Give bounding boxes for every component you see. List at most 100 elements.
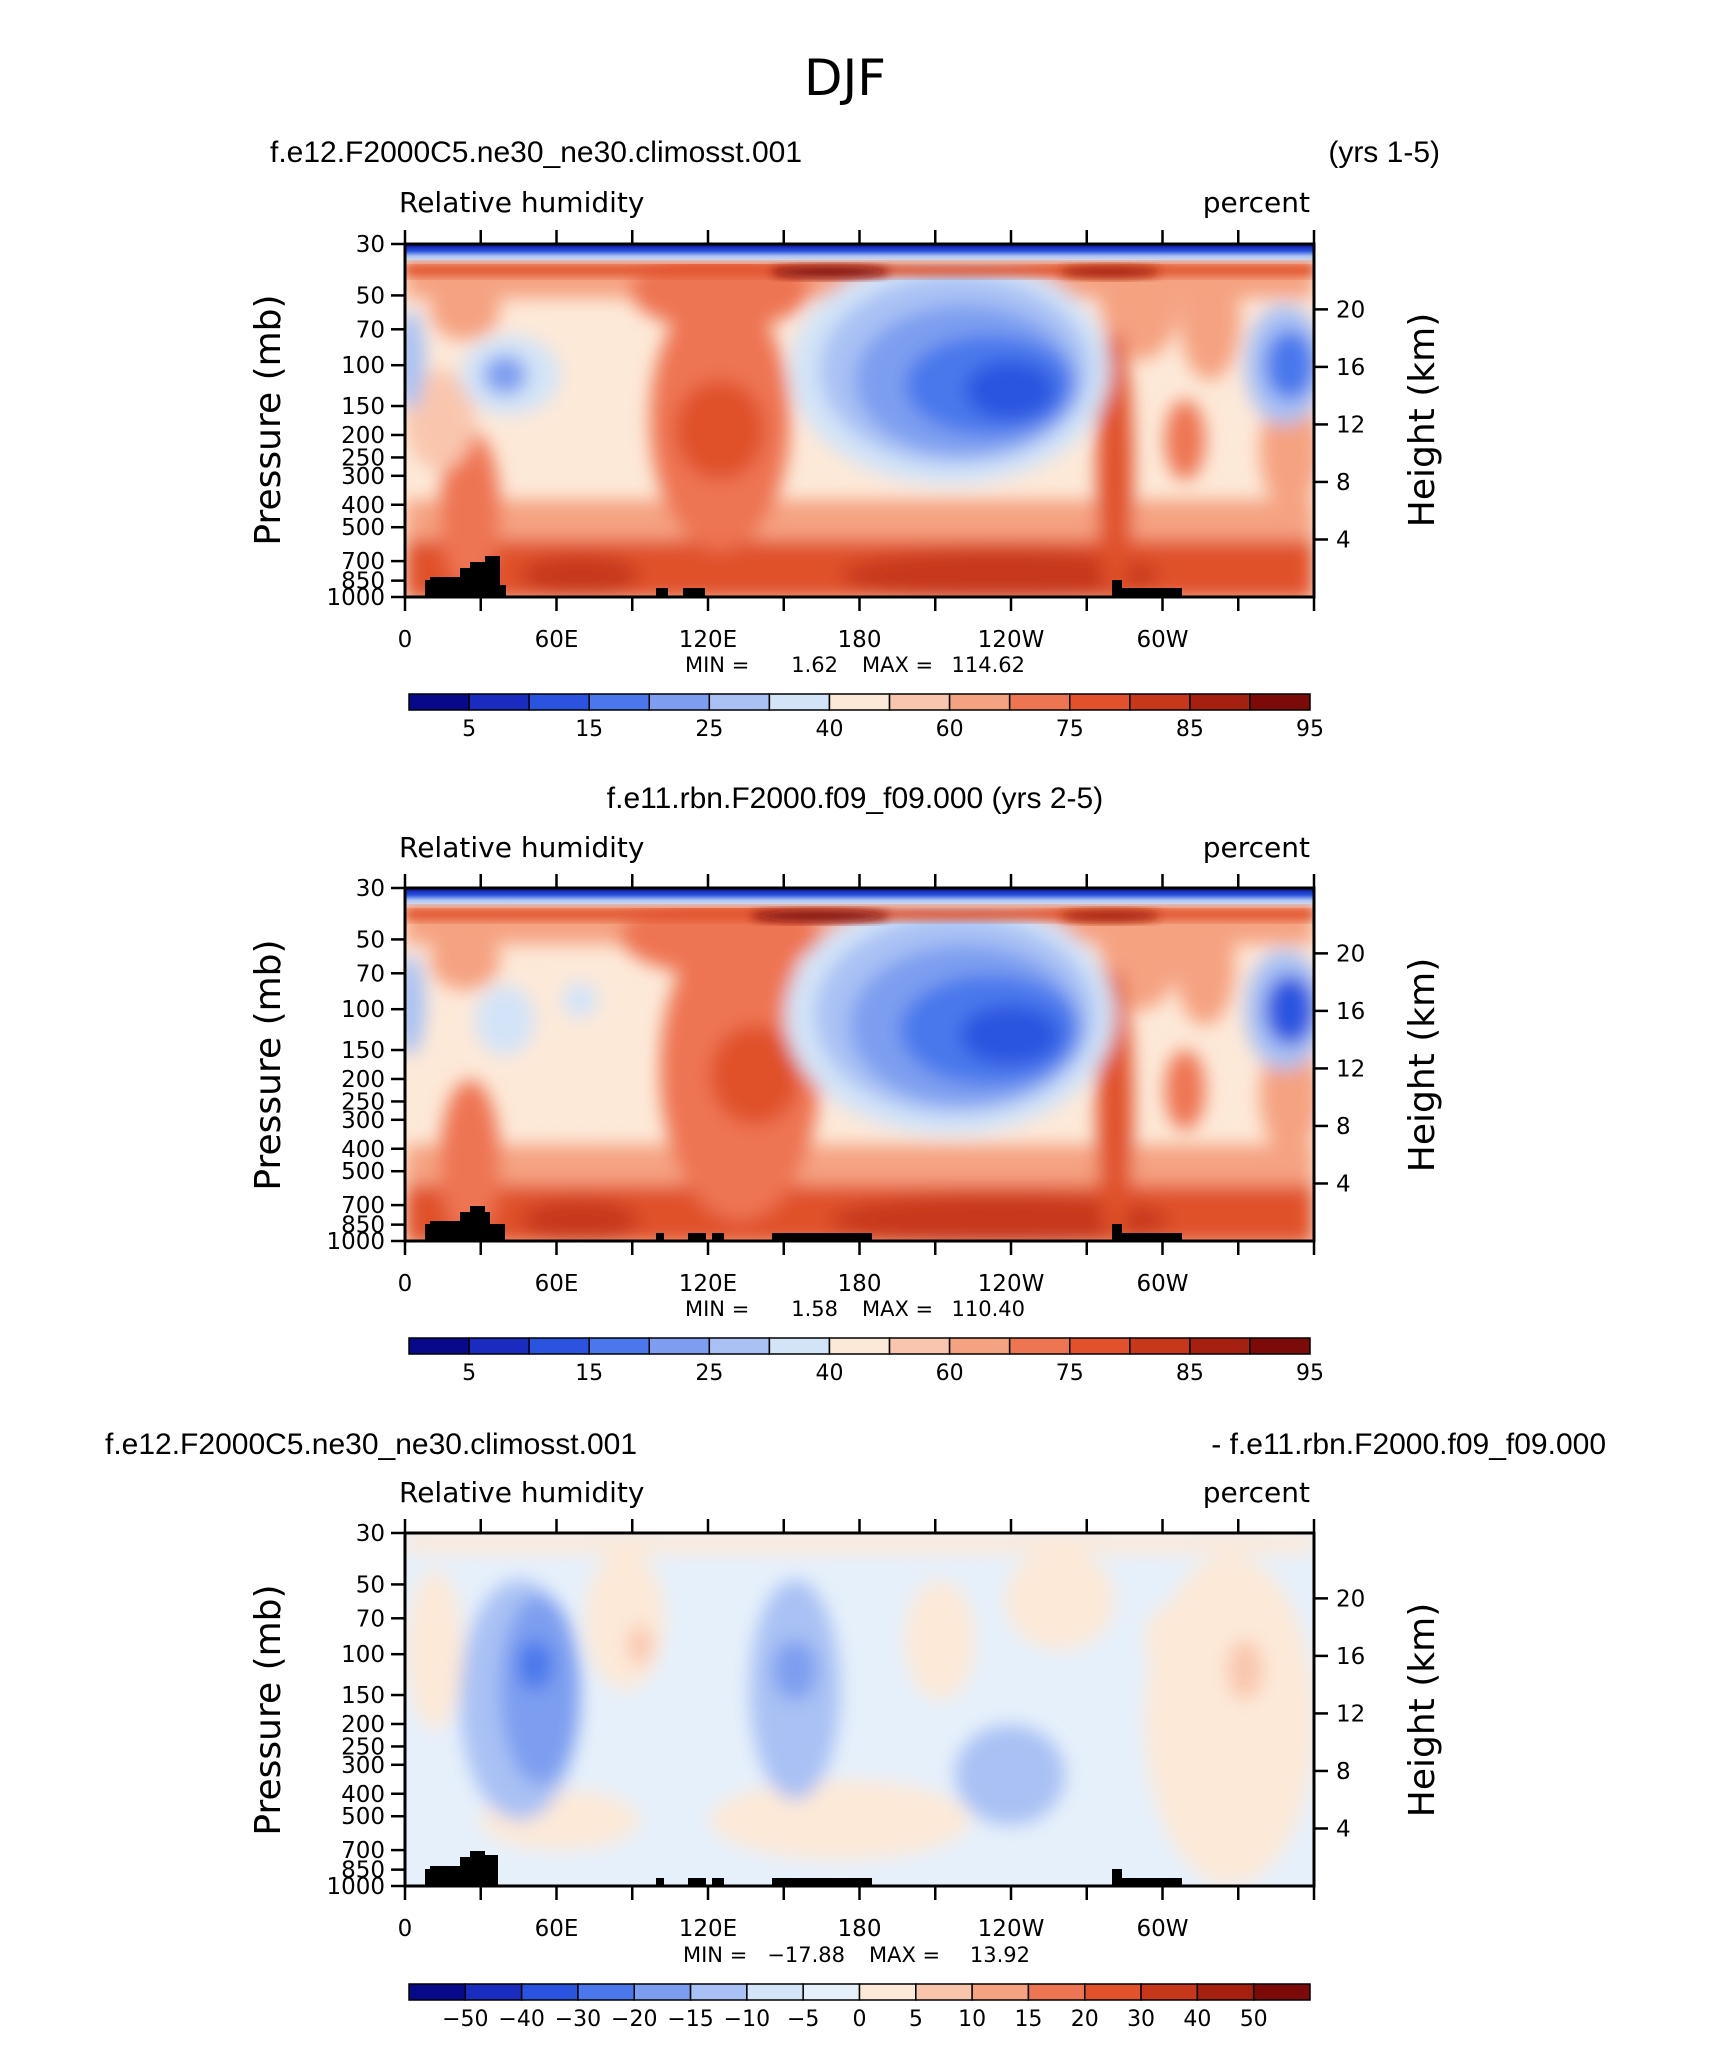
colorbar-label: −30 <box>555 2007 601 2032</box>
colorbar-label: 5 <box>462 1361 476 1386</box>
lon-tick-label: 60W <box>1136 1916 1188 1942</box>
colorbar-swatch <box>1189 693 1251 711</box>
pressure-tick-label: 300 <box>341 1108 385 1134</box>
panel-3-ylabel-right: Height (km) <box>1402 1603 1443 1817</box>
pressure-tick-label: 500 <box>341 1804 385 1830</box>
colorbar-label: 0 <box>853 2007 867 2032</box>
colorbar-swatch <box>408 1337 470 1355</box>
pressure-tick-label: 50 <box>356 283 385 309</box>
colorbar-swatch <box>1129 693 1191 711</box>
figure-title: DJF <box>804 49 886 107</box>
panel-1-case-left: f.e12.F2000C5.ne30_ne30.climosst.001 <box>270 136 802 169</box>
pressure-tick-label: 700 <box>341 1838 385 1864</box>
colorbar-swatch <box>1140 1983 1199 2001</box>
lon-tick-label: 180 <box>838 1271 882 1297</box>
lon-tick-label: 60E <box>535 1271 579 1297</box>
height-tick-label: 16 <box>1336 999 1365 1025</box>
panel-1-case-right: (yrs 1-5) <box>1328 136 1440 169</box>
pressure-tick-label: 700 <box>341 549 385 575</box>
colorbar-label: 95 <box>1296 717 1324 742</box>
pressure-tick-label: 500 <box>341 515 385 541</box>
pressure-tick-label: 300 <box>341 1753 385 1779</box>
colorbar-label: −40 <box>498 2007 544 2032</box>
panel-3-units: percent <box>1203 1476 1310 1509</box>
pressure-tick-label: 200 <box>341 1067 385 1093</box>
pressure-tick-label: 200 <box>341 423 385 449</box>
colorbar-swatch <box>588 1337 651 1355</box>
pressure-tick-label: 70 <box>356 961 385 987</box>
pressure-tick-label: 30 <box>356 232 385 258</box>
pressure-tick-label: 70 <box>356 1606 385 1632</box>
colorbar-label: −15 <box>667 2007 713 2032</box>
colorbar-swatch <box>1008 693 1071 711</box>
colorbar-swatch <box>588 693 651 711</box>
lon-tick-label: 180 <box>838 1916 882 1942</box>
pressure-tick-label: 100 <box>341 353 385 379</box>
lon-tick-label: 60E <box>535 627 579 653</box>
colorbar-swatch <box>468 1337 530 1355</box>
colorbar-label: −5 <box>787 2007 819 2032</box>
pressure-tick-label: 300 <box>341 464 385 490</box>
pressure-tick-label: 250 <box>341 1089 385 1115</box>
colorbar-label: 15 <box>575 717 603 742</box>
colorbar-swatch <box>708 693 771 711</box>
height-tick-label: 4 <box>1336 1171 1351 1197</box>
panel-1-colorbar: 5 15 25 40 60 75 85 95 <box>408 693 1324 742</box>
panel-1-min-value: 1.62 <box>791 653 838 677</box>
height-tick-label: 20 <box>1336 941 1365 967</box>
panel-3-case-right: - f.e11.rbn.F2000.f09_f09.000 <box>1211 1428 1606 1461</box>
height-tick-label: 12 <box>1336 412 1365 438</box>
colorbar-swatch <box>464 1983 523 2001</box>
panel-2-ylabel-left: Pressure (mb) <box>248 939 289 1190</box>
colorbar-swatch <box>1008 1337 1071 1355</box>
colorbar-swatch <box>768 693 831 711</box>
colorbar-label: 15 <box>1014 2007 1042 2032</box>
panel-3-field <box>405 1533 1314 1886</box>
colorbar-label: 25 <box>695 717 723 742</box>
colorbar-swatch <box>828 1337 891 1355</box>
height-tick-label: 12 <box>1336 1701 1365 1727</box>
pressure-tick-label: 30 <box>356 1521 385 1547</box>
colorbar-swatch <box>577 1983 635 2001</box>
colorbar-label: 50 <box>1240 2007 1268 2032</box>
colorbar-swatch <box>708 1337 771 1355</box>
height-tick-label: 12 <box>1336 1056 1365 1082</box>
panel-3-ylabel-left: Pressure (mb) <box>248 1584 289 1835</box>
panel-1-ylabel-left: Pressure (mb) <box>248 294 289 545</box>
lon-tick-label: 60E <box>535 1916 579 1942</box>
panel-3-max-value: 13.92 <box>970 1943 1030 1967</box>
colorbar-label: 5 <box>909 2007 923 2032</box>
lon-tick-label: 0 <box>398 1916 413 1942</box>
pressure-tick-label: 50 <box>356 927 385 953</box>
pressure-tick-label: 850 <box>341 1858 385 1884</box>
colorbar-swatch <box>468 693 530 711</box>
lon-tick-label: 120E <box>679 627 737 653</box>
pressure-tick-label: 1000 <box>326 585 385 611</box>
lon-tick-label: 0 <box>398 1271 413 1297</box>
lon-tick-label: 180 <box>838 627 882 653</box>
colorbar-label: −50 <box>442 2007 488 2032</box>
height-tick-label: 8 <box>1336 1114 1351 1140</box>
pressure-tick-label: 400 <box>341 1137 385 1163</box>
pressure-tick-label: 70 <box>356 317 385 343</box>
colorbar-swatch <box>1189 1337 1251 1355</box>
panel-3-min-value: −17.88 <box>767 1943 845 1967</box>
panel-3-variable: Relative humidity <box>399 1476 644 1509</box>
colorbar-label: 5 <box>462 717 476 742</box>
colorbar-label: 40 <box>815 717 843 742</box>
panel-1-field <box>405 244 1314 597</box>
panel-2-max-label: MAX = <box>862 1297 933 1321</box>
panel-3-case-left: f.e12.F2000C5.ne30_ne30.climosst.001 <box>105 1428 637 1461</box>
colorbar-swatch <box>802 1983 861 2001</box>
colorbar-swatch <box>689 1983 748 2001</box>
panel-1-ylabel-right: Height (km) <box>1402 313 1443 527</box>
colorbar-label: 25 <box>695 1361 723 1386</box>
pressure-tick-label: 150 <box>341 1038 385 1064</box>
pressure-tick-label: 850 <box>341 569 385 595</box>
panel-2: f.e11.rbn.F2000.f09_f09.000 (yrs 2-5) Re… <box>248 782 1443 1386</box>
colorbar-label: 85 <box>1176 717 1204 742</box>
pressure-tick-label: 100 <box>341 1642 385 1668</box>
